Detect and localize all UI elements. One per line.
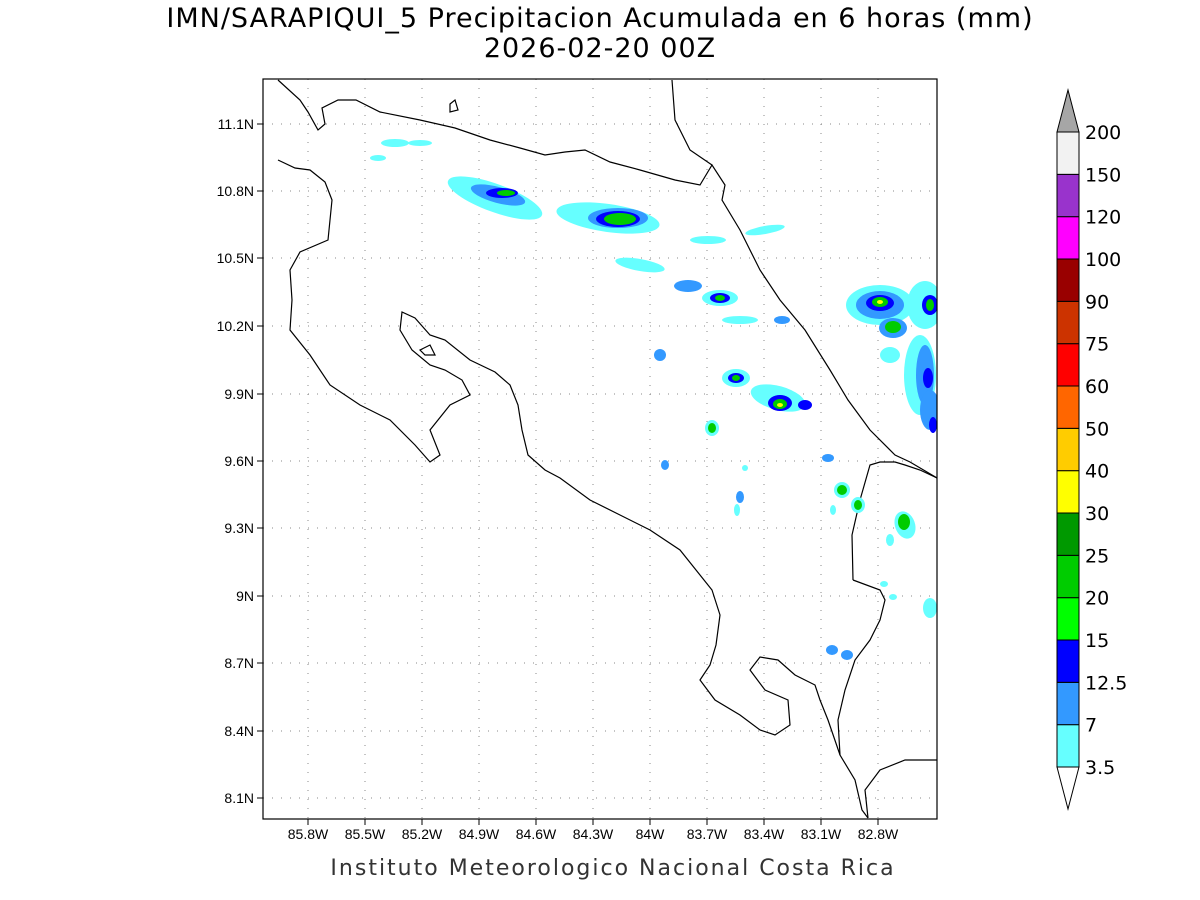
colorbar-label: 12.5 [1085, 672, 1127, 694]
colorbar-label: 30 [1085, 503, 1109, 525]
lat-tick-label: 9N [236, 588, 254, 604]
colorbar-label: 20 [1085, 588, 1109, 610]
colorbar-segment [1056, 554, 1080, 599]
lon-tick-label: 84W [636, 826, 666, 842]
colorbar-segment [1056, 724, 1080, 768]
colorbar-segment [1056, 597, 1080, 641]
lat-tick-label: 9.9N [224, 386, 254, 402]
lat-tick-label: 8.4N [224, 723, 254, 739]
colorbar-bottom-triangle [1056, 766, 1080, 811]
plot-frame [262, 78, 938, 820]
map-date: 2026-02-20 00Z [483, 33, 717, 64]
colorbar-segment [1056, 639, 1080, 683]
colorbar-label: 100 [1085, 249, 1121, 271]
colorbar-label: 150 [1085, 164, 1121, 186]
colorbar-segment [1056, 258, 1080, 302]
colorbar-segment [1056, 681, 1080, 726]
colorbar-label: 120 [1085, 207, 1121, 229]
colorbar-label: 15 [1085, 630, 1109, 652]
lon-tick-label: 84.6W [516, 826, 557, 842]
lon-tick-label: 83.7W [687, 826, 728, 842]
lon-tick-label: 82.8W [858, 826, 899, 842]
longitude-axis: 85.8W 85.5W 85.2W 84.9W 84.6W 84.3W 84W 83.7W 83… [288, 819, 899, 842]
colorbar-label: 25 [1085, 545, 1109, 567]
lon-tick-label: 84.9W [459, 826, 500, 842]
footer-credit: Instituto Meteorologico Nacional Costa R… [330, 856, 896, 881]
colorbar-label: 40 [1085, 461, 1109, 483]
lat-tick-label: 8.7N [224, 655, 254, 671]
colorbar-segment [1056, 385, 1080, 429]
colorbar-segment [1056, 343, 1080, 387]
lat-tick-label: 10.8N [217, 183, 254, 199]
colorbar-label: 75 [1085, 334, 1109, 356]
colorbar: 3.5 7 12.5 15 20 25 30 40 50 60 75 90 100 120 150 200 [1056, 88, 1127, 811]
lon-tick-label: 83.4W [744, 826, 785, 842]
colorbar-segment [1056, 300, 1080, 345]
lat-tick-label: 10.2N [217, 318, 254, 334]
lat-tick-label: 11.1N [218, 116, 254, 132]
colorbar-label: 7 [1085, 715, 1097, 737]
map-title: IMN/SARAPIQUI_5 Precipitacion Acumulada … [166, 3, 1034, 34]
colorbar-top-triangle [1056, 88, 1080, 133]
colorbar-label: 3.5 [1085, 757, 1115, 779]
colorbar-label: 200 [1085, 122, 1121, 144]
colorbar-label: 90 [1085, 291, 1109, 313]
colorbar-segment [1056, 216, 1080, 260]
lon-tick-label: 85.5W [345, 826, 386, 842]
colorbar-label: 50 [1085, 418, 1109, 440]
coastline [277, 79, 937, 819]
map-grid [263, 79, 937, 819]
lat-tick-label: 9.6N [224, 453, 254, 469]
lat-tick-label: 9.3N [224, 520, 254, 536]
lon-tick-label: 83.1W [801, 826, 842, 842]
lon-tick-label: 85.2W [402, 826, 443, 842]
lat-tick-label: 8.1N [224, 790, 254, 806]
colorbar-segment [1056, 173, 1080, 218]
lon-tick-label: 85.8W [288, 826, 329, 842]
colorbar-segment [1056, 427, 1080, 472]
colorbar-label: 60 [1085, 376, 1109, 398]
latitude-axis: 11.1N 10.8N 10.5N 10.2N 9.9N 9.6N 9.3N 9N 8.7N 8.… [217, 116, 263, 806]
colorbar-segment [1056, 470, 1080, 514]
lon-tick-label: 84.3W [573, 826, 614, 842]
colorbar-segment [1056, 512, 1080, 556]
lat-tick-label: 10.5N [217, 250, 254, 266]
colorbar-segment [1056, 131, 1080, 175]
precipitation-cells [370, 139, 937, 660]
